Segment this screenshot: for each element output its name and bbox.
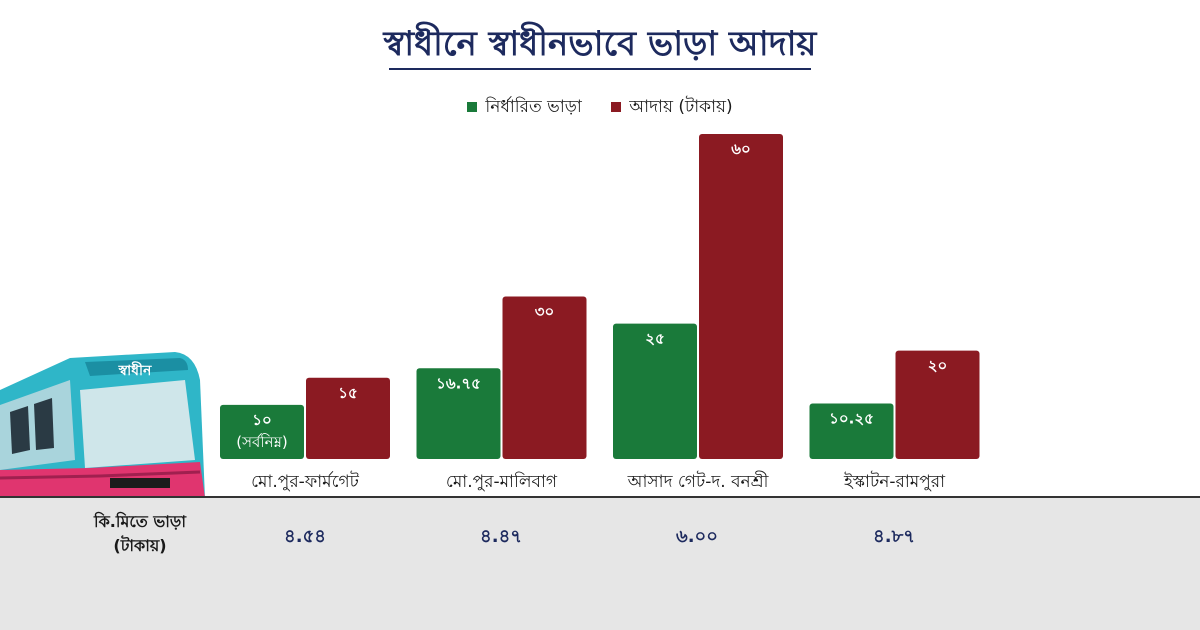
bar-value-label: ১০ xyxy=(252,411,272,429)
bar-value-label: ৩০ xyxy=(535,303,555,321)
category-label: আসাদ গেট-দ. বনশ্রী xyxy=(627,471,769,492)
per-km-label-line2: (টাকায়) xyxy=(113,536,167,555)
bar-value-label: ২০ xyxy=(928,357,948,375)
bus-sign: স্বাধীন xyxy=(118,361,152,379)
bar-collected-fare xyxy=(699,134,783,459)
bar-collected-fare xyxy=(895,350,980,459)
bar-chart: ১০ (সর্বনিম্ন) ১৫ মো.পুর-ফার্মগেট ১৬.৭৫ ৩০ মো.… xyxy=(220,134,980,492)
per-km-value: ৪.৫৪ xyxy=(284,526,326,547)
legend-swatch-collected xyxy=(611,102,622,112)
legend-label-fixed: নির্ধারিত ভাড়া xyxy=(485,97,582,117)
bar-value-label: ১৫ xyxy=(338,384,357,402)
bar-collected-fare xyxy=(306,377,390,459)
bus-icon: স্বাধীন xyxy=(0,352,205,498)
legend-item-collected: আদায় (টাকায়) xyxy=(611,94,733,122)
chart-title: স্বাধীনে স্বাধীনভাবে ভাড়া আদায় xyxy=(383,24,817,64)
bar-fixed-fare xyxy=(613,323,697,459)
bar-fixed-fare xyxy=(809,403,894,459)
bar-fixed-fare xyxy=(416,368,501,459)
bar-collected-fare xyxy=(502,296,587,459)
bar-note-label: (সর্বনিম্ন) xyxy=(236,433,288,451)
legend: নির্ধারিত ভাড়া আদায় (টাকায়) xyxy=(0,94,1200,122)
bar-value-label: ১০.২৫ xyxy=(829,409,874,427)
legend-swatch-fixed xyxy=(467,102,478,112)
bar-fixed-fare xyxy=(220,404,304,459)
legend-label-collected: আদায় (টাকায়) xyxy=(629,97,733,117)
bar-value-label: ২৫ xyxy=(645,330,665,348)
table-divider xyxy=(0,496,1200,498)
per-km-panel xyxy=(0,498,1200,630)
legend-item-fixed: নির্ধারিত ভাড়া xyxy=(467,94,582,122)
per-km-value: ৬.০০ xyxy=(676,526,718,547)
per-km-label: কি.মিতে ভাড়া (টাকায়) xyxy=(60,510,220,558)
bus-illustration: স্বাধীন xyxy=(0,350,210,498)
category-label: মো.পুর-ফার্মগেট xyxy=(251,471,359,492)
per-km-value: ৪.৪৭ xyxy=(480,526,522,547)
title-underline xyxy=(389,68,811,70)
bar-value-label: ১৬.৭৫ xyxy=(436,374,481,392)
bar-value-label: ৬০ xyxy=(731,140,751,158)
category-label: মো.পুর-মালিবাগ xyxy=(446,471,558,492)
category-label: ইস্কাটন-রামপুরা xyxy=(843,471,946,492)
per-km-value: ৪.৮৭ xyxy=(873,526,915,547)
per-km-label-line1: কি.মিতে ভাড়া xyxy=(94,512,186,531)
